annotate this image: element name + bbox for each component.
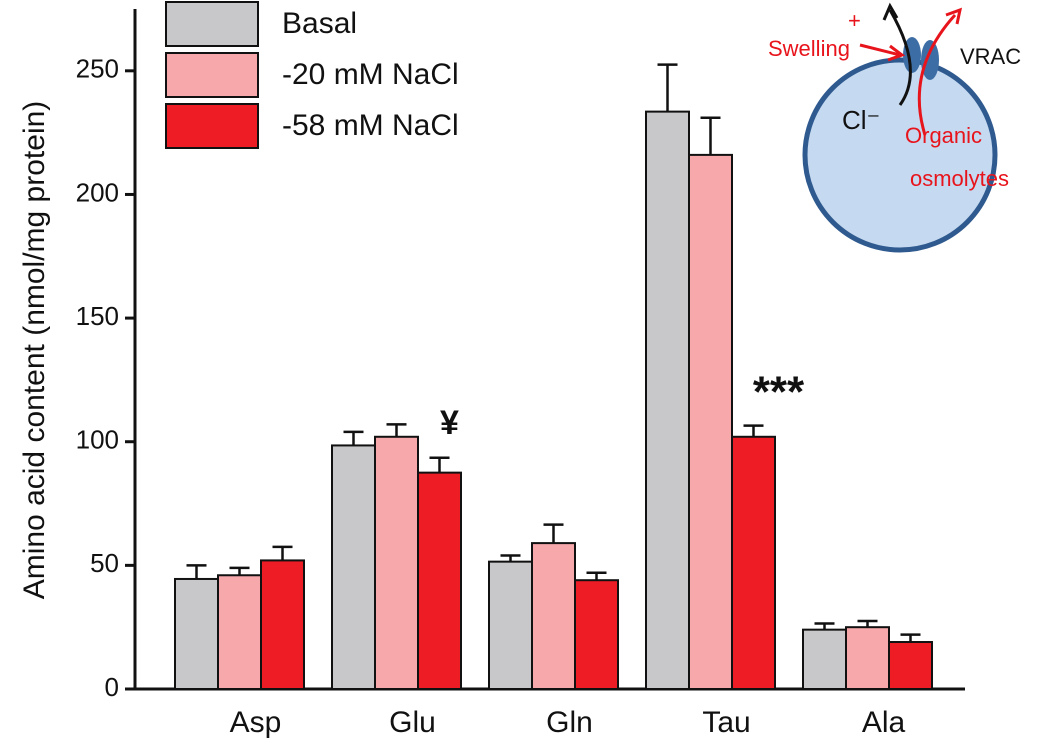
cell: [802, 57, 998, 253]
y-tick-label: 150: [76, 301, 119, 331]
osmolyte-arrowhead: [945, 7, 963, 25]
bar: [488, 560, 533, 690]
channel: [921, 40, 939, 80]
bar: [331, 444, 376, 690]
x-tick-label: Gln: [546, 706, 593, 739]
cl-arrow: [888, 9, 912, 106]
y-tick-label: 200: [76, 177, 119, 207]
bar: [802, 628, 847, 690]
inset-label: Organic: [905, 123, 982, 148]
bar: [888, 641, 933, 691]
cl-arrowhead: [882, 2, 899, 21]
annotation: ¥: [440, 404, 459, 442]
y-tick-label: 50: [90, 548, 119, 578]
bar: [731, 435, 776, 691]
inset-label: osmolytes: [910, 166, 1009, 191]
bar: [531, 542, 576, 690]
legend-label: -58 mM NaCl: [282, 109, 459, 142]
inset-label: Cl⁻: [842, 105, 880, 135]
bar: [174, 577, 219, 690]
y-tick-label: 250: [76, 54, 119, 84]
y-tick-label: 100: [76, 425, 119, 455]
swelling-arrowhead: [887, 44, 906, 62]
legend-swatch: [165, 1, 259, 47]
inset-diagram: Swelling + VRAC Cl⁻ Organic osmolytes: [768, 2, 1021, 253]
bar: [574, 579, 619, 691]
legend-swatch: [165, 103, 259, 149]
x-tick-label: Ala: [862, 706, 906, 739]
y-tick-label: 0: [105, 672, 119, 702]
osmolyte-arrow: [917, 13, 957, 136]
annotation: ***: [753, 368, 805, 417]
x-tick-label: Asp: [230, 706, 282, 739]
inset-label: +: [848, 8, 861, 33]
legend-swatch: [165, 52, 259, 98]
bar: [845, 626, 890, 691]
legend-label: -20 mM NaCl: [282, 58, 459, 91]
bar: [260, 559, 305, 690]
inset-label: VRAC: [960, 44, 1021, 69]
bar: [417, 471, 462, 690]
bar: [645, 110, 690, 691]
x-tick-label: Glu: [389, 706, 436, 739]
bar: [217, 574, 262, 690]
swelling-arrow: [859, 43, 901, 57]
y-axis-label: Amino acid content (nmol/mg protein): [18, 101, 51, 600]
inset-label: Swelling: [768, 36, 850, 61]
legend-label: Basal: [282, 7, 357, 40]
x-tick-label: Tau: [702, 706, 750, 739]
bar: [688, 153, 733, 690]
bar: [374, 435, 419, 691]
